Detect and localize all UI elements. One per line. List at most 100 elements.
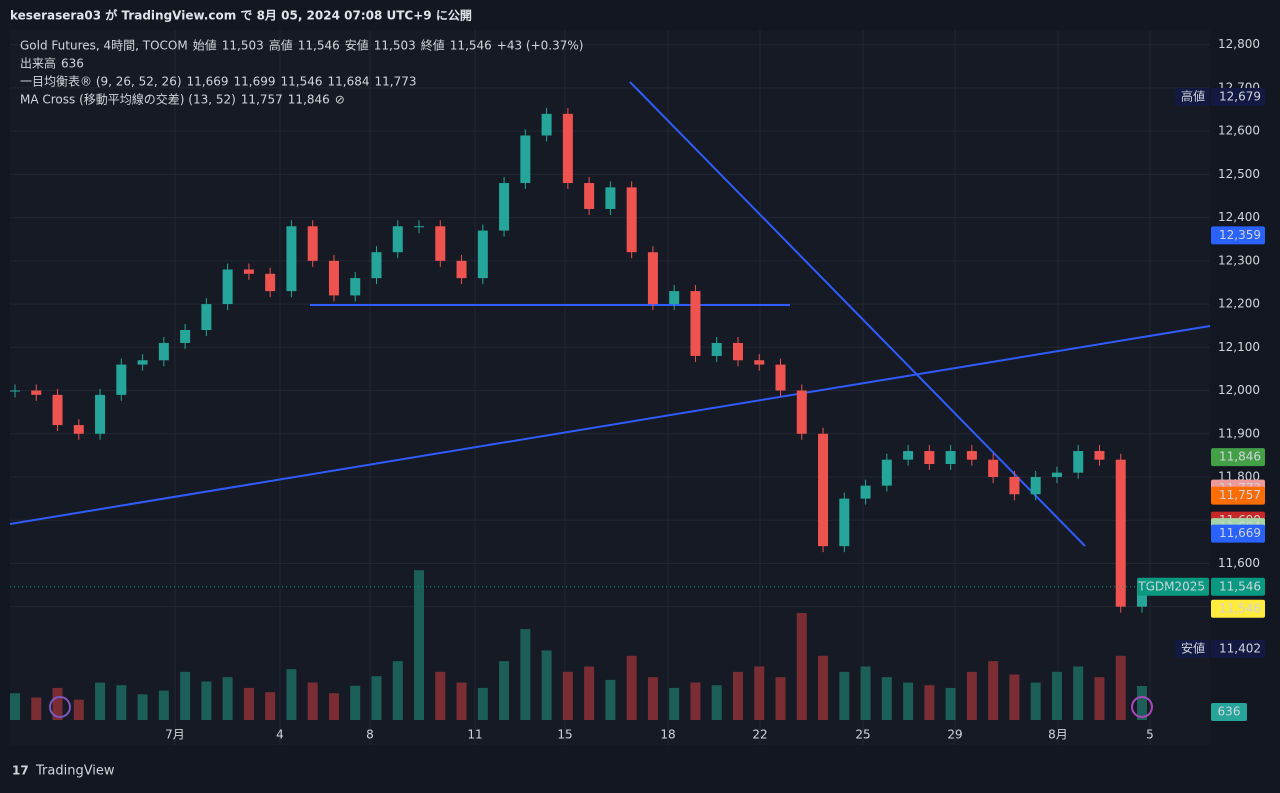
event-icon[interactable] [1131, 696, 1153, 718]
volume-bar [1030, 682, 1041, 720]
candle [265, 273, 276, 292]
candle [137, 360, 148, 365]
volume [10, 570, 1147, 720]
price-badge-label: 11,669 [1219, 526, 1261, 540]
price-badge-label: 12,359 [1219, 228, 1261, 242]
legend-text: 11,684 [328, 75, 370, 89]
replay-icon[interactable] [49, 696, 71, 718]
volume-bar [626, 655, 637, 720]
candle [647, 252, 658, 305]
candle [775, 364, 786, 391]
brand: TradingView [35, 764, 115, 779]
volume-badge-label: 636 [1218, 705, 1241, 719]
volume-bar [137, 694, 148, 720]
volume-bar [1051, 671, 1062, 720]
candle [1094, 451, 1105, 460]
candle [690, 291, 701, 356]
x-tick-label: 5 [1146, 728, 1154, 742]
volume-bar [605, 679, 616, 720]
legend-text: 一目均衡表® (9, 26, 52, 26) [20, 75, 182, 89]
volume-bar [392, 661, 403, 720]
volume-bar [584, 666, 595, 720]
legend-text: 11,773 [375, 75, 417, 89]
legend-text: 11,546 [298, 39, 340, 53]
candle [860, 485, 871, 499]
y-tick-label: 12,100 [1218, 340, 1260, 354]
legend-text: 11,503 [374, 39, 416, 53]
volume-bar [966, 671, 977, 720]
candle [1115, 459, 1126, 607]
x-tick-label: 8月 [1048, 728, 1068, 742]
candle [392, 226, 403, 253]
candle [456, 260, 467, 279]
trendline [9, 325, 1211, 525]
volume-bar [647, 677, 658, 720]
legend-text: MA Cross (移動平均線の交差) (13, 52) [20, 92, 236, 107]
volume-bar [1137, 685, 1147, 720]
candles [10, 107, 1147, 613]
candle [562, 113, 573, 184]
candle [73, 425, 84, 434]
y-tick-label: 12,800 [1218, 37, 1260, 51]
y-tick-label: 12,000 [1218, 383, 1260, 397]
legend-text: 安値 [345, 38, 369, 53]
candle [754, 360, 765, 365]
legend: Gold Futures, 4時間, TOCOM 始値 11,503 高値 11,546… [20, 38, 583, 107]
volume-bar [158, 690, 169, 720]
volume-bar [52, 687, 63, 720]
volume-bar [754, 666, 765, 720]
candle [669, 291, 680, 305]
candle [499, 183, 510, 231]
candle [818, 433, 829, 547]
volume-bar [1073, 666, 1084, 720]
y-tick-label: 11,900 [1218, 426, 1260, 440]
price-axis: 11,50011,60011,70011,80011,90012,00012,1… [165, 37, 1265, 742]
volume-bar [414, 570, 425, 720]
volume-bar [477, 687, 488, 720]
x-tick-label: 8 [366, 728, 374, 742]
price-badge-label: 11,757 [1219, 488, 1261, 502]
candle [796, 390, 807, 434]
chart-pane [10, 30, 1210, 745]
candle [116, 364, 127, 395]
volume-bar [116, 685, 127, 720]
volume-bar [265, 692, 276, 720]
candle [605, 187, 616, 209]
legend-text: 高値 [269, 38, 293, 53]
legend-text: 636 [61, 57, 84, 71]
candle [881, 459, 892, 486]
candle [1030, 476, 1041, 495]
candle [31, 390, 42, 395]
x-tick-label: 15 [557, 728, 572, 742]
x-tick-label: 4 [276, 728, 284, 742]
y-tick-label: 12,600 [1218, 124, 1260, 138]
legend-text: 11,546 [450, 39, 492, 53]
price-badge-label: 11,546 [1219, 601, 1261, 615]
candle [371, 252, 382, 279]
volume-bar [371, 676, 382, 720]
candle [477, 230, 488, 279]
candle [307, 226, 318, 261]
volume-bar [456, 682, 467, 720]
volume-bar [435, 671, 446, 720]
candle [158, 342, 169, 361]
legend-text: 11,546 [281, 75, 323, 89]
price-badge [1211, 448, 1265, 467]
candle [243, 269, 254, 274]
x-tick-label: 25 [855, 728, 870, 742]
volume-bar [243, 687, 254, 720]
legend-text: 始値 [193, 38, 217, 53]
legend-text: 11,757 [241, 93, 283, 107]
volume-bar [541, 650, 552, 720]
legend-text: 11,669 [187, 75, 229, 89]
candle [1051, 472, 1062, 477]
candle [10, 390, 20, 392]
volume-bar [31, 697, 42, 720]
candle [435, 226, 446, 261]
price-badge [1211, 486, 1265, 505]
candle [711, 342, 722, 356]
volume-bar [945, 687, 956, 720]
candle [414, 226, 425, 228]
x-tick-label: 18 [660, 728, 675, 742]
